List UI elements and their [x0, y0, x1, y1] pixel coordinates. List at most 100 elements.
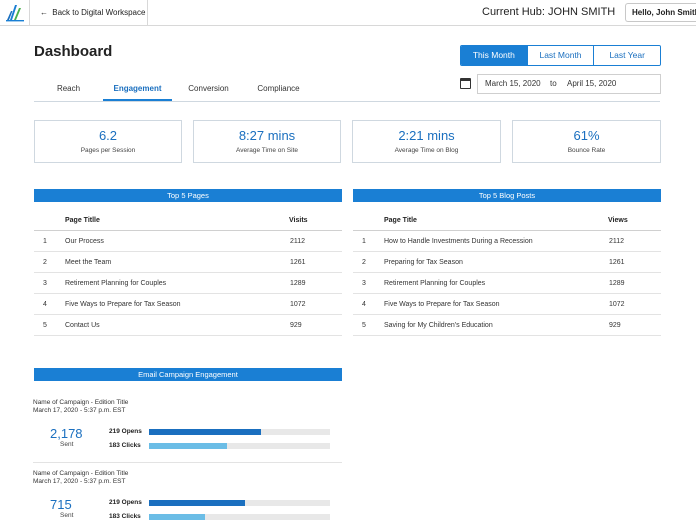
- table-header-row: Page Title Views: [353, 210, 661, 231]
- kpi-value: 6.2: [98, 128, 118, 143]
- date-range-toggle: This Month Last Month Last Year: [460, 45, 661, 66]
- email-campaign-header: Email Campaign Engagement: [34, 368, 342, 381]
- row-rank: 1: [362, 238, 366, 245]
- table-row[interactable]: 5 Contact Us 929: [34, 315, 342, 336]
- row-rank: 1: [43, 238, 47, 245]
- opens-bar-fill: [149, 429, 262, 435]
- kpi-card-time-on-blog: 2:21 mins Average Time on Blog: [352, 120, 501, 163]
- kpi-label: Bounce Rate: [567, 147, 606, 154]
- row-value: 1072: [609, 301, 625, 308]
- page-title: Dashboard: [34, 43, 113, 60]
- row-title: Five Ways to Prepare for Tax Season: [65, 301, 181, 308]
- clicks-bar-fill: [149, 443, 227, 449]
- campaign-sent-label: Sent: [60, 512, 74, 519]
- table-row[interactable]: 3 Retirement Planning for Couples 1289: [353, 273, 661, 294]
- kpi-value: 2:21 mins: [398, 128, 455, 143]
- table-row[interactable]: 4 Five Ways to Prepare for Tax Season 10…: [34, 294, 342, 315]
- row-rank: 4: [43, 301, 47, 308]
- table-row[interactable]: 1 Our Process 2112: [34, 231, 342, 252]
- table-row[interactable]: 4 Five Ways to Prepare for Tax Season 10…: [353, 294, 661, 315]
- campaign-clicks-label: 183 Clicks: [109, 442, 141, 449]
- date-end: April 15, 2020: [567, 79, 617, 88]
- row-title: Our Process: [65, 238, 104, 245]
- row-value: 1261: [609, 259, 625, 266]
- clicks-bar-fill: [149, 514, 206, 520]
- row-value: 1072: [290, 301, 306, 308]
- row-title: Contact Us: [65, 322, 100, 329]
- table-row[interactable]: 5 Saving for My Children's Education 929: [353, 315, 661, 336]
- col-header-value: Visits: [289, 217, 308, 224]
- opens-bar-fill: [149, 500, 245, 506]
- campaign-sent-count: 2,178: [50, 426, 83, 441]
- brand-logo-icon[interactable]: [0, 0, 30, 25]
- campaign-opens-label: 219 Opens: [109, 499, 142, 506]
- kpi-label: Average Time on Blog: [394, 147, 459, 154]
- kpi-card-time-on-site: 8:27 mins Average Time on Site: [193, 120, 341, 163]
- kpi-card-pages-per-session: 6.2 Pages per Session: [34, 120, 182, 163]
- table-row[interactable]: 2 Preparing for Tax Season 1261: [353, 252, 661, 273]
- row-title: Retirement Planning for Couples: [65, 280, 167, 287]
- col-header-title: Page Title: [384, 217, 417, 224]
- arrow-left-icon: ←: [40, 8, 48, 17]
- row-value: 1261: [290, 259, 306, 266]
- row-title: Five Ways to Prepare for Tax Season: [384, 301, 500, 308]
- campaign-clicks-label: 183 Clicks: [109, 513, 141, 520]
- campaign-date: March 17, 2020 - 5:37 p.m. EST: [33, 407, 126, 414]
- clicks-bar-track: [149, 443, 330, 449]
- row-rank: 2: [362, 259, 366, 266]
- campaign-item[interactable]: Name of Campaign - Edition Title March 1…: [33, 470, 342, 527]
- row-title: Retirement Planning for Couples: [384, 280, 486, 287]
- row-rank: 5: [43, 322, 47, 329]
- row-title: How to Handle Investments During a Reces…: [384, 238, 533, 245]
- row-title: Preparing for Tax Season: [384, 259, 463, 266]
- row-title: Saving for My Children's Education: [384, 322, 493, 329]
- range-last-year-button[interactable]: Last Year: [593, 46, 660, 65]
- campaign-name: Name of Campaign - Edition Title: [33, 470, 129, 477]
- tab-conversion[interactable]: Conversion: [188, 84, 229, 93]
- row-rank: 3: [362, 280, 366, 287]
- campaign-name: Name of Campaign - Edition Title: [33, 399, 129, 406]
- dashboard-tabs: Reach Engagement Conversion Compliance: [34, 80, 660, 102]
- user-menu-button[interactable]: Hello, John Smith!: [625, 3, 696, 22]
- table-row[interactable]: 3 Retirement Planning for Couples 1289: [34, 273, 342, 294]
- row-rank: 5: [362, 322, 366, 329]
- top-bar: ← Back to Digital Workspace Current Hub:…: [0, 0, 696, 26]
- kpi-label: Average Time on Site: [235, 147, 299, 154]
- row-rank: 3: [43, 280, 47, 287]
- table-row[interactable]: 1 How to Handle Investments During a Rec…: [353, 231, 661, 252]
- campaign-sent-label: Sent: [60, 441, 74, 448]
- col-header-title: Page Titlle: [65, 217, 100, 224]
- range-last-month-button[interactable]: Last Month: [526, 46, 594, 65]
- back-to-workspace-button[interactable]: ← Back to Digital Workspace: [30, 0, 148, 25]
- top-pages-table: Page Titlle Visits 1 Our Process 2112 2 …: [34, 210, 342, 336]
- top-pages-header: Top 5 Pages: [34, 189, 342, 202]
- campaign-divider: [33, 462, 342, 463]
- tab-reach[interactable]: Reach: [56, 84, 81, 93]
- row-rank: 4: [362, 301, 366, 308]
- date-range-field[interactable]: March 15, 2020 to April 15, 2020: [477, 74, 661, 94]
- row-value: 1289: [609, 280, 625, 287]
- tab-engagement[interactable]: Engagement: [103, 80, 172, 101]
- row-value: 2112: [290, 238, 306, 245]
- table-row[interactable]: 2 Meet the Team 1261: [34, 252, 342, 273]
- range-this-month-button[interactable]: This Month: [461, 46, 527, 65]
- campaign-sent-count: 715: [50, 497, 72, 512]
- row-value: 2112: [609, 238, 625, 245]
- tab-compliance[interactable]: Compliance: [257, 84, 300, 93]
- row-value: 1289: [290, 280, 306, 287]
- row-value: 929: [609, 322, 621, 329]
- campaign-opens-label: 219 Opens: [109, 428, 142, 435]
- kpi-value: 61%: [573, 128, 600, 143]
- row-rank: 2: [43, 259, 47, 266]
- campaign-item[interactable]: Name of Campaign - Edition Title March 1…: [33, 399, 342, 463]
- kpi-label: Pages per Session: [80, 147, 136, 154]
- opens-bar-track: [149, 429, 330, 435]
- clicks-bar-track: [149, 514, 330, 520]
- row-title: Meet the Team: [65, 259, 112, 266]
- kpi-card-bounce-rate: 61% Bounce Rate: [512, 120, 661, 163]
- calendar-icon[interactable]: [460, 78, 471, 89]
- kpi-value: 8:27 mins: [238, 128, 296, 143]
- opens-bar-track: [149, 500, 330, 506]
- campaign-date: March 17, 2020 - 5:37 p.m. EST: [33, 478, 126, 485]
- top-posts-table: Page Title Views 1 How to Handle Investm…: [353, 210, 661, 336]
